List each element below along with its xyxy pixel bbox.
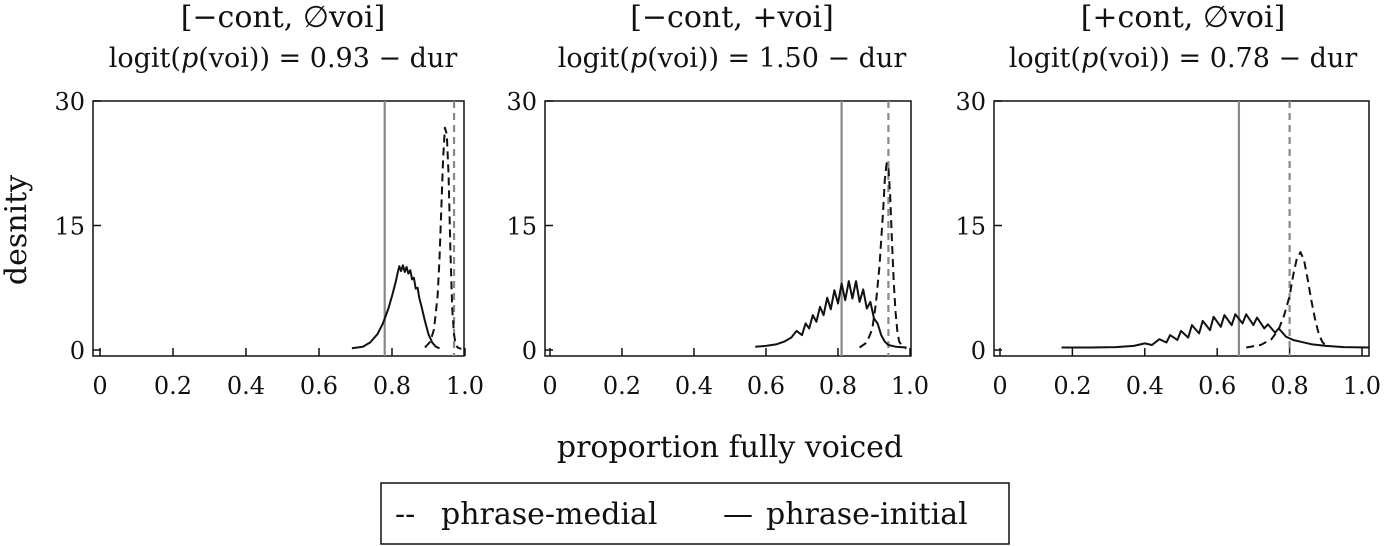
y-tick-label: 30 — [955, 88, 986, 116]
density-curve-phrase-initial — [351, 264, 440, 350]
panel-title: [−cont, ∅voi] — [181, 0, 386, 35]
legend-symbol-phrase-medial: -- — [395, 497, 415, 532]
panel-formula: logit(p(voi)) = 0.78 − dur — [1009, 43, 1358, 74]
legend-box — [380, 482, 1010, 545]
y-tick-label: 15 — [54, 213, 85, 241]
plot-frame — [92, 100, 465, 357]
density-curve-phrase-medial — [859, 162, 907, 350]
x-tick-label: 0.6 — [300, 372, 338, 400]
x-tick-label: 0.6 — [747, 372, 785, 400]
x-tick-label: 0.8 — [819, 372, 857, 400]
plot-frame — [993, 100, 1370, 357]
y-tick-label: 0 — [70, 337, 85, 365]
x-tick-label: 0.8 — [1271, 372, 1309, 400]
panel-formula: logit(p(voi)) = 1.50 − dur — [558, 43, 907, 74]
x-tick-label: 1.0 — [891, 372, 929, 400]
x-tick-label: 0 — [92, 372, 107, 400]
x-tick-label: 0.4 — [675, 372, 713, 400]
x-tick-label: 0 — [992, 372, 1007, 400]
y-tick-label: 15 — [506, 213, 537, 241]
panel-2: [−cont, +voi] logit(p(voi)) = 1.50 − dur 0… — [506, 0, 929, 400]
x-tick-label: 0.4 — [1126, 372, 1164, 400]
plot-frame — [544, 100, 912, 357]
y-axis-label: desnity — [0, 175, 34, 285]
x-tick-label: 0.2 — [154, 372, 192, 400]
panel-title: [+cont, ∅voi] — [1081, 0, 1286, 35]
y-tick-label: 30 — [54, 88, 85, 116]
panel-title: [−cont, +voi] — [630, 0, 834, 35]
legend-symbol-phrase-initial: — — [723, 497, 753, 532]
x-tick-label: 1.0 — [446, 372, 484, 400]
x-axis-label: proportion fully voiced — [557, 430, 903, 465]
y-tick-label: 0 — [522, 337, 537, 365]
y-tick-label: 15 — [955, 213, 986, 241]
legend-label-phrase-initial: phrase-initial — [766, 497, 968, 532]
y-tick-label: 0 — [971, 337, 986, 365]
panel-1: [−cont, ∅voi] logit(p(voi)) = 0.93 − dur 0… — [54, 0, 484, 400]
x-tick-label: 0.8 — [373, 372, 411, 400]
density-curve-phrase-medial — [1246, 251, 1327, 349]
legend-label-phrase-medial: phrase-medial — [441, 497, 658, 532]
x-tick-label: 0.6 — [1198, 372, 1236, 400]
panel-3: [+cont, ∅voi] logit(p(voi)) = 0.78 − dur 0… — [955, 0, 1381, 400]
legend: -- phrase-medial — phrase-initial — [380, 482, 1010, 545]
x-tick-label: 0.2 — [603, 372, 641, 400]
x-tick-label: 0.2 — [1053, 372, 1091, 400]
x-tick-label: 1.0 — [1343, 372, 1381, 400]
y-tick-label: 30 — [506, 88, 537, 116]
x-tick-label: 0.4 — [227, 372, 265, 400]
density-curve-phrase-initial — [755, 280, 907, 349]
panel-formula: logit(p(voi)) = 0.93 − dur — [109, 43, 458, 74]
density-curve-phrase-medial — [424, 126, 462, 350]
density-curve-phrase-initial — [1061, 313, 1370, 349]
x-tick-label: 0 — [542, 372, 557, 400]
